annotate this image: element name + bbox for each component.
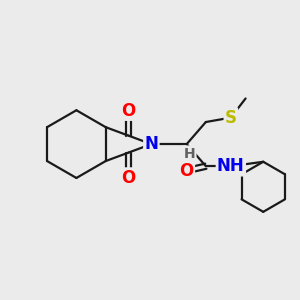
Text: NH: NH [217, 157, 245, 175]
Text: H: H [184, 146, 195, 161]
Text: O: O [180, 162, 194, 180]
Text: N: N [144, 135, 158, 153]
Text: O: O [122, 102, 136, 120]
Text: O: O [122, 169, 136, 187]
Text: S: S [225, 109, 237, 127]
